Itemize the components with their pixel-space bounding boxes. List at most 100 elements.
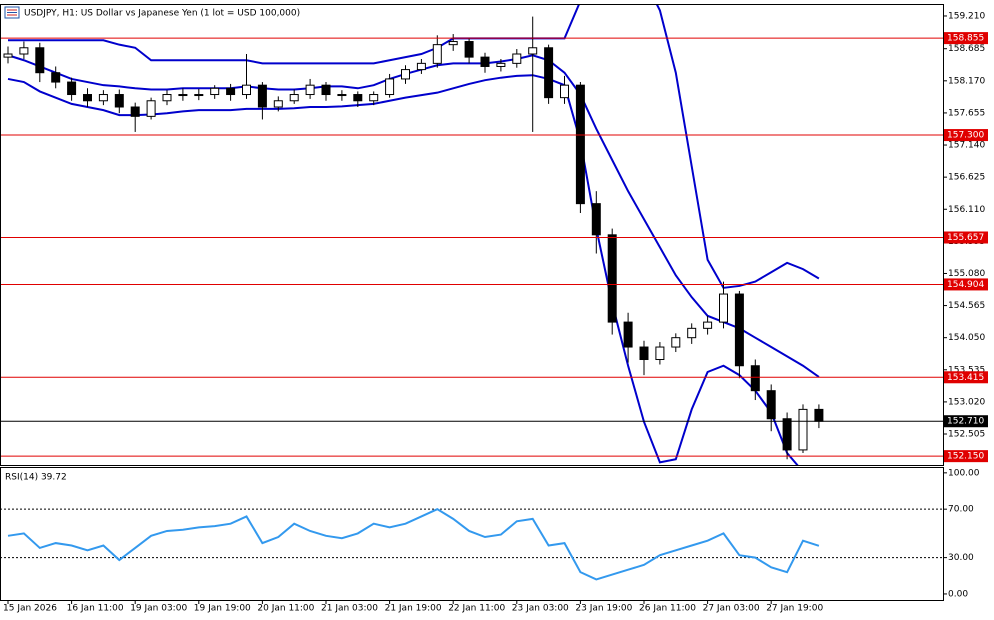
y-tick-label: 159.210 [948, 11, 985, 21]
candle-body [782, 418, 792, 451]
candle-body [114, 94, 124, 108]
x-tick-label: 27 Jan 03:00 [703, 604, 760, 614]
candle-body [734, 293, 744, 367]
candle-body [321, 84, 331, 96]
y-tick-label: 30.00 [948, 553, 974, 563]
candle-body [639, 346, 649, 361]
candle-body [146, 100, 156, 117]
x-tick-label: 15 Jan 2026 [3, 604, 57, 614]
level-label: 154.904 [947, 280, 984, 290]
x-tick-label: 20 Jan 11:00 [257, 604, 314, 614]
candle-body [162, 94, 172, 102]
candle-body [464, 41, 474, 58]
level-label-box [944, 32, 988, 45]
x-tick-label: 23 Jan 03:00 [512, 604, 569, 614]
candle-body [3, 53, 13, 58]
candle-body [289, 94, 299, 102]
candle-body [35, 47, 45, 74]
y-tick-label: 100.00 [948, 468, 980, 478]
bollinger-lower [7, 74, 799, 465]
x-tick-label: 21 Jan 03:00 [321, 604, 378, 614]
candle-body [798, 408, 808, 451]
candle-body [687, 327, 697, 339]
candle-body [416, 62, 426, 71]
candle-body [385, 78, 395, 96]
candle-body [575, 84, 585, 205]
y-tick-label: 156.110 [948, 205, 985, 215]
candle-body [480, 56, 490, 67]
y-tick-label: 70.00 [948, 505, 974, 515]
y-tick-label: 158.685 [948, 44, 985, 54]
candle-body [19, 47, 29, 55]
candle-body [512, 53, 522, 64]
y-tick-label: 157.655 [948, 108, 985, 118]
x-tick-label: 19 Jan 03:00 [130, 604, 187, 614]
bollinger-middle [7, 54, 820, 378]
x-tick-label: 26 Jan 11:00 [639, 604, 696, 614]
y-tick-label: 155.080 [948, 269, 985, 279]
candle-body [130, 106, 140, 117]
candle-body [766, 390, 776, 420]
candle-body [671, 337, 681, 348]
y-tick-label: 157.140 [948, 141, 985, 151]
price-frame [0, 4, 944, 466]
candle-body [401, 69, 410, 80]
candle-body [83, 94, 92, 102]
candle-body [750, 365, 760, 392]
candle-body [51, 72, 61, 83]
x-tick-label: 21 Jan 19:00 [385, 604, 442, 614]
level-label: 158.855 [947, 34, 984, 44]
candle-body [432, 44, 442, 64]
axes: 159.210 158.685 158.170 157.655 157.140 156.6… [0, 4, 988, 614]
candle-body [560, 84, 569, 99]
candle-body [544, 47, 554, 99]
y-tick-label: 152.505 [948, 430, 985, 440]
candle-body [98, 94, 108, 102]
candle-body [496, 62, 506, 67]
candle-body [305, 84, 315, 96]
level-label: 152.150 [947, 452, 984, 462]
level-label-box [944, 450, 988, 463]
candle-body [210, 87, 220, 96]
candle-body [528, 47, 538, 55]
candle-body [369, 94, 379, 102]
candle-body [257, 84, 267, 108]
candle-body [607, 234, 617, 323]
bollinger-upper [8, 5, 820, 289]
current-price-box [944, 415, 988, 428]
y-tick-label: 153.535 [948, 365, 985, 375]
level-label-box [944, 129, 988, 142]
x-tick-label: 19 Jan 19:00 [194, 604, 251, 614]
x-tick-label: 22 Jan 11:00 [448, 604, 505, 614]
candle-body [655, 346, 665, 361]
candle-body [273, 100, 283, 108]
level-label: 157.300 [947, 131, 984, 141]
candle-body [591, 203, 601, 236]
y-tick-label: 153.020 [948, 397, 985, 407]
level-label: 155.657 [947, 233, 984, 243]
y-tick-label: 154.565 [948, 301, 985, 311]
current-price-label: 152.710 [947, 417, 984, 427]
level-label-box [944, 278, 988, 291]
level-label-box [944, 371, 988, 384]
rsi-label: RSI(14) 39.72 [5, 473, 67, 483]
candle-body [703, 321, 713, 329]
level-label-box [944, 231, 988, 244]
candle-body [719, 293, 728, 323]
y-tick-label: 0.00 [948, 589, 968, 599]
y-tick-label: 154.050 [948, 333, 985, 343]
level-label: 153.415 [947, 373, 984, 383]
symbol-icon [4, 6, 20, 19]
candle-body [178, 94, 188, 97]
y-tick-label: 156.625 [948, 173, 985, 183]
candle-body [814, 408, 824, 422]
rsi-line [7, 508, 820, 581]
x-tick-label: 23 Jan 19:00 [575, 604, 632, 614]
candle-body [194, 94, 204, 97]
rsi-frame [0, 467, 944, 601]
candle-body [226, 87, 236, 96]
candle-body [448, 41, 458, 46]
rsi-panel [0, 508, 943, 581]
candle-body [67, 81, 77, 96]
